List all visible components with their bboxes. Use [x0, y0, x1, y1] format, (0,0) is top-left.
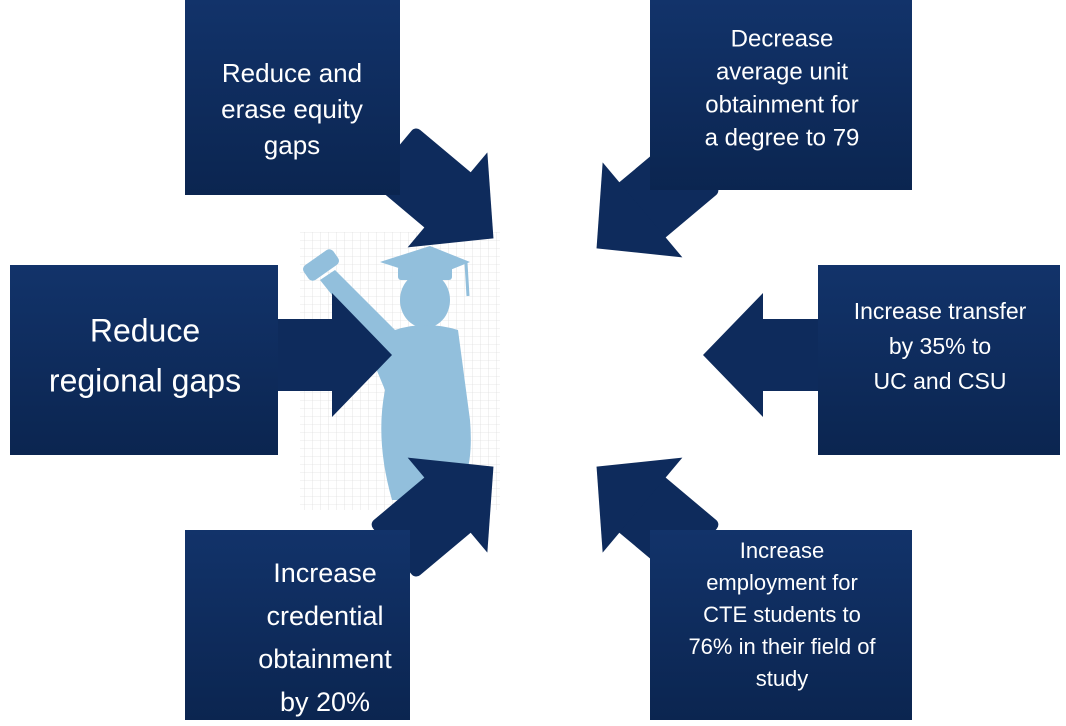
- box: [185, 530, 410, 720]
- box: [650, 530, 912, 720]
- box-label-line: by 20%: [280, 687, 370, 717]
- box-label-line: CTE students to: [703, 602, 861, 627]
- box: [818, 265, 1060, 455]
- box-label-line: Increase transfer: [854, 298, 1027, 324]
- box-label-line: study: [756, 666, 809, 691]
- box-label-line: obtainment for: [705, 91, 858, 118]
- box: [10, 265, 278, 455]
- box-label-line: 76% in their field of: [688, 634, 876, 659]
- box-label-line: average unit: [716, 58, 848, 85]
- box-label-line: Reduce: [90, 312, 200, 348]
- box-label-line: UC and CSU: [874, 368, 1007, 394]
- box: [185, 0, 400, 195]
- box-label-line: obtainment: [258, 644, 392, 674]
- box-label-line: Increase: [740, 538, 824, 563]
- box-label-line: Decrease: [731, 25, 834, 52]
- box-label-line: Reduce and: [222, 58, 362, 88]
- box-label-line: Increase: [273, 558, 377, 588]
- labels: Reduce and erase equity gaps Decrease averag…: [49, 25, 1027, 717]
- arrow: [703, 293, 835, 417]
- box-label-line: a degree to 79: [705, 124, 860, 151]
- box-label-line: regional gaps: [49, 362, 241, 398]
- box-label-line: gaps: [264, 130, 320, 160]
- box-label-line: credential: [266, 601, 383, 631]
- boxes: [10, 0, 1060, 720]
- box: [650, 0, 912, 190]
- box-label-line: employment for: [706, 570, 858, 595]
- box-label-line: erase equity: [221, 94, 363, 124]
- box-label-line: by 35% to: [889, 333, 991, 359]
